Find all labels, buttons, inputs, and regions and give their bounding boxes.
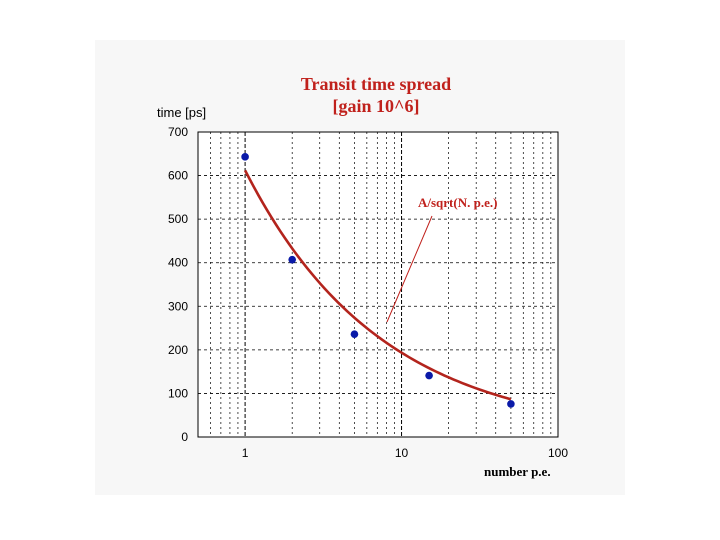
fit-curve-line: [243, 169, 512, 401]
fit-annotation-leader: [386, 215, 433, 323]
data-point: [350, 330, 359, 338]
y-tick-label: 400: [168, 256, 188, 270]
plot-border: [197, 131, 559, 438]
x-tick-label: 100: [548, 446, 568, 460]
x-tick-label: 1: [242, 446, 249, 460]
fit-annotation-label: A/sqrt(N. p.e.): [418, 195, 497, 210]
plot-area: [198, 132, 558, 437]
data-point: [241, 153, 249, 161]
y-tick-label: 100: [168, 386, 188, 400]
data-marks: [241, 153, 515, 408]
y-axis-label: time [ps]: [157, 105, 206, 120]
chart-title-line-2: [gain 10^6]: [333, 96, 420, 116]
tick-labels: 0 100 200 300 400 500 600 700 1 10 100: [168, 125, 568, 460]
grid: [198, 132, 558, 437]
y-tick-label: 600: [168, 169, 188, 183]
y-tick-label: 200: [168, 343, 188, 357]
data-point: [425, 371, 433, 380]
y-tick-label: 500: [168, 212, 188, 226]
chart-title-line-1: Transit time spread: [301, 74, 451, 94]
y-tick-label: 700: [168, 125, 188, 139]
x-tick-label: 10: [395, 446, 409, 460]
y-tick-label: 300: [168, 299, 188, 313]
data-point: [288, 255, 296, 264]
y-tick-label: 0: [181, 430, 188, 444]
data-point: [507, 400, 515, 408]
x-axis-label: number p.e.: [484, 464, 551, 479]
